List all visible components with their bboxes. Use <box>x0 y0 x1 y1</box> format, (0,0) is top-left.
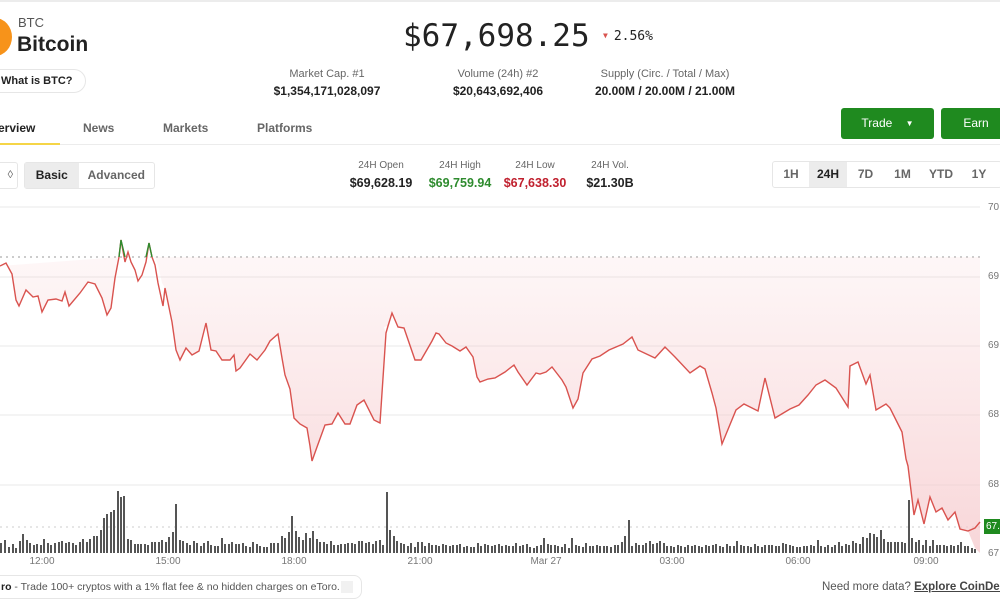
y-axis-label: 67. <box>988 548 1000 559</box>
what-is-btc-button[interactable]: What is BTC? <box>0 69 86 93</box>
coin-ticker: BTC <box>18 15 44 30</box>
promo-brand: ro <box>1 581 12 593</box>
ad-info-icon[interactable] <box>341 581 353 593</box>
stat-supply: Supply (Circ. / Total / Max) 20.00M / 20… <box>580 68 750 98</box>
day-stat-value: $21.30B <box>586 176 634 190</box>
mode-basic[interactable]: Basic <box>25 163 79 188</box>
x-axis-label: 21:00 <box>407 556 433 567</box>
caret-down-icon: ▼ <box>905 119 914 128</box>
chart-mode-toggle: Basic Advanced <box>24 162 155 189</box>
price-line-above-open <box>145 242 153 258</box>
candlestick-icon[interactable]: ◊ <box>0 162 18 189</box>
y-axis-label: 70. <box>988 202 1000 213</box>
x-axis-label: 03:00 <box>659 556 685 567</box>
x-axis-label: 18:00 <box>281 556 307 567</box>
stat-value: $20,643,692,406 <box>452 84 544 98</box>
more-data-prompt: Need more data? Explore CoinDes <box>822 581 1000 593</box>
day-stat-label: 24H High <box>439 160 481 171</box>
coin-name: Bitcoin <box>17 33 89 56</box>
promo-text: - Trade 100+ cryptos with a 1% flat fee … <box>11 581 340 593</box>
stat-market-cap: Market Cap. #1 $1,354,171,028,097 <box>262 68 392 98</box>
price-line-above-open <box>118 239 126 258</box>
day-stat-volume: 24H Vol. $21.30B <box>576 160 644 190</box>
x-axis-label: 12:00 <box>29 556 55 567</box>
volume-bars <box>0 491 976 553</box>
day-stat-value: $69,759.94 <box>428 176 492 190</box>
y-axis-label: 68 <box>988 409 1000 420</box>
day-stat-label: 24H Vol. <box>591 160 629 171</box>
day-stat-label: 24H Open <box>358 160 404 171</box>
price-change-value: 2.56% <box>613 29 653 44</box>
timeframe-24h[interactable]: 24H <box>809 162 847 187</box>
trade-button[interactable]: Trade ▼ <box>841 108 934 139</box>
timeframe-ytd[interactable]: YTD <box>929 167 953 181</box>
earn-button[interactable]: Earn <box>941 108 1000 139</box>
explore-link[interactable]: Explore CoinDes <box>914 581 1000 593</box>
price-change: ▼ 2.56% <box>603 29 653 44</box>
mode-advanced[interactable]: Advanced <box>87 168 145 182</box>
timeframe-1h[interactable]: 1H <box>783 167 799 181</box>
stat-label: Market Cap. #1 <box>289 68 365 80</box>
timeframe-selector: 1H 24H 7D 1M YTD 1Y <box>772 161 1000 188</box>
day-stat-label: 24H Low <box>515 160 555 171</box>
tab-platforms[interactable]: Platforms <box>257 121 313 135</box>
x-axis-label: 06:00 <box>785 556 811 567</box>
x-axis-label: 09:00 <box>913 556 939 567</box>
stat-value: $1,354,171,028,097 <box>273 84 381 98</box>
timeframe-1y[interactable]: 1Y <box>971 167 987 181</box>
current-price: $67,698.25 <box>403 18 590 54</box>
more-data-text: Need more data? <box>822 581 911 593</box>
stat-label: Volume (24h) #2 <box>457 68 539 80</box>
trade-button-label: Trade <box>861 116 893 130</box>
day-stat-low: 24H Low $67,638.30 <box>499 160 571 190</box>
x-axis-label: 15:00 <box>155 556 181 567</box>
tab-bar: erview News Markets Platforms <box>0 112 1000 145</box>
day-stat-value: $67,638.30 <box>503 176 567 190</box>
y-axis-label: 69 <box>988 271 1000 282</box>
active-tab-indicator <box>0 143 60 145</box>
y-axis-label: 68 <box>988 479 1000 490</box>
last-price-tag: 67. <box>984 519 1000 534</box>
tab-news[interactable]: News <box>83 121 115 135</box>
day-stat-open: 24H Open $69,628.19 <box>345 160 417 190</box>
stat-volume: Volume (24h) #2 $20,643,692,406 <box>433 68 563 98</box>
promo-banner[interactable]: ro - Trade 100+ cryptos with a 1% flat f… <box>0 575 362 599</box>
x-axis-label: Mar 27 <box>530 556 562 567</box>
day-stat-value: $69,628.19 <box>349 176 413 190</box>
timeframe-7d[interactable]: 7D <box>857 167 874 181</box>
stat-value: 20.00M / 20.00M / 21.00M <box>594 84 736 98</box>
stat-label: Supply (Circ. / Total / Max) <box>600 68 730 80</box>
top-divider <box>0 0 1000 2</box>
tab-markets[interactable]: Markets <box>163 121 209 135</box>
timeframe-1m[interactable]: 1M <box>894 167 911 181</box>
down-triangle-icon: ▼ <box>603 31 608 40</box>
day-stat-high: 24H High $69,759.94 <box>424 160 496 190</box>
tab-overview[interactable]: erview <box>0 121 36 135</box>
bitcoin-logo-icon <box>0 18 12 56</box>
price-area-fill-below-open <box>0 257 980 553</box>
price-line <box>0 239 981 532</box>
y-axis-label: 69 <box>988 340 1000 351</box>
